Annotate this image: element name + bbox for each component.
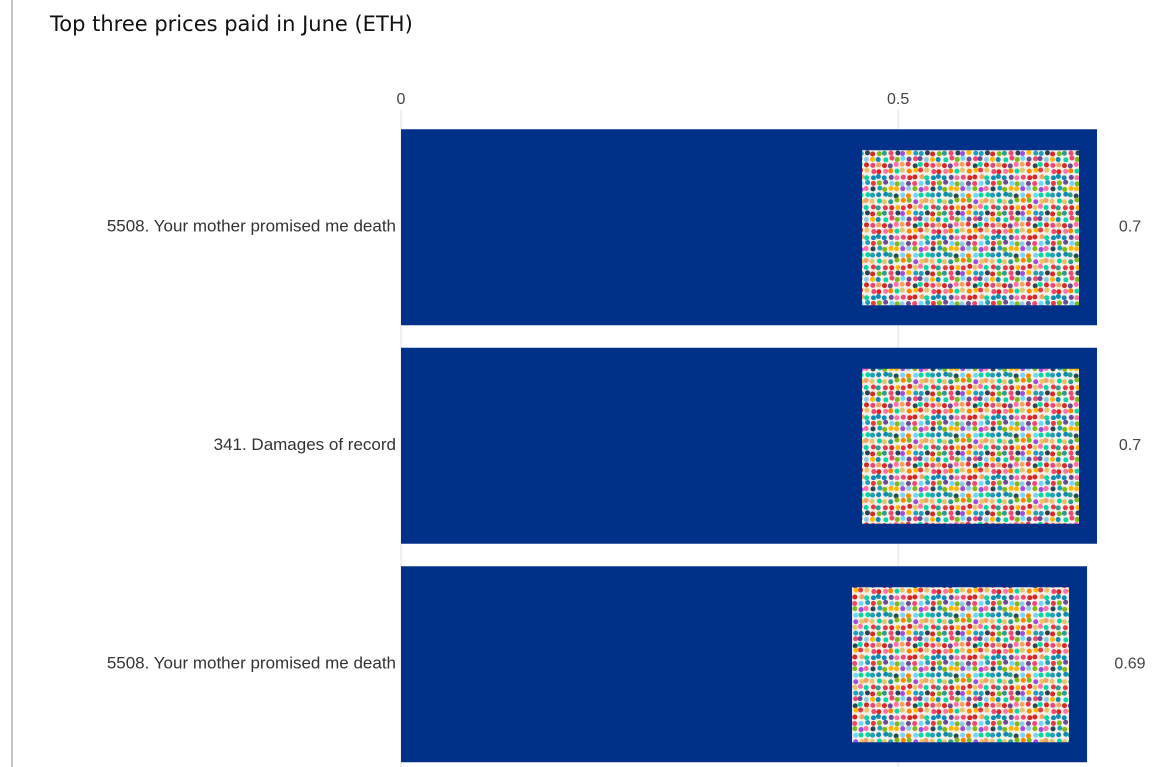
x-tick-label: 0.5 xyxy=(887,91,909,108)
x-tick-label: 0 xyxy=(397,91,406,108)
chart-title: Top three prices paid in June (ETH) xyxy=(49,12,413,36)
data-label: 0.69 xyxy=(1114,655,1145,672)
data-label: 0.7 xyxy=(1119,437,1141,454)
data-label: 0.7 xyxy=(1119,218,1141,235)
y-tick-label: 5508. Your mother promised me death xyxy=(107,217,396,236)
artwork-image xyxy=(852,587,1070,743)
artwork-image xyxy=(862,150,1079,306)
y-tick-label: 5508. Your mother promised me death xyxy=(107,654,396,673)
y-tick-label: 341. Damages of record xyxy=(214,435,396,454)
artwork-image xyxy=(862,368,1079,524)
